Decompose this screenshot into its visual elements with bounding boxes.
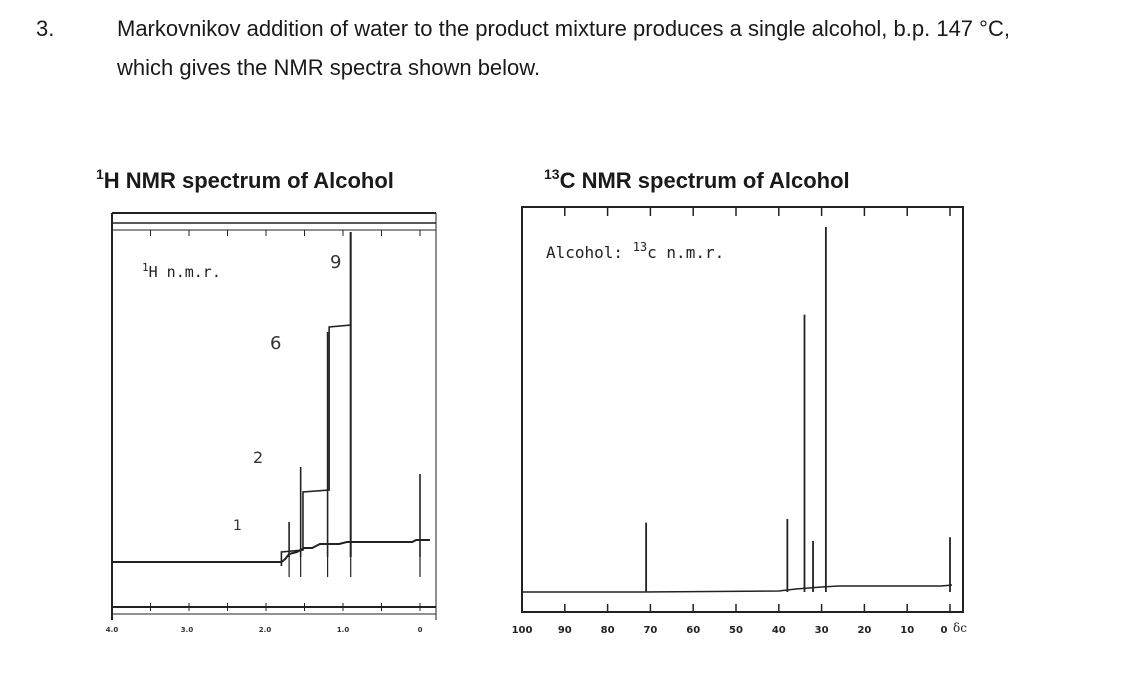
c-nmr-inset-label: Alcohol: 13c n.m.r. [546, 240, 724, 262]
h-nmr-spectrum [111, 212, 437, 620]
h-nmr-title-sup: 1 [96, 166, 104, 182]
c-nmr-title-sup: 13 [544, 166, 560, 182]
h-nmr-inset-sup: 1 [142, 261, 149, 274]
c-x-tick-label: 20 [857, 625, 871, 636]
h-annotation-6: 6 [270, 333, 281, 354]
c-x-tick-label: 70 [643, 625, 657, 636]
c-x-tick-label: 90 [558, 625, 572, 636]
h-nmr-inset-label: 1H n.m.r. [142, 261, 221, 281]
h-nmr-inset-text: H n.m.r. [149, 263, 221, 281]
question-text-line-1: Markovnikov addition of water to the pro… [117, 16, 1010, 41]
h-x-tick-label: 0 [418, 626, 423, 634]
h-nmr-x-tick-labels: 4.0 3.0 2.0 1.0 0 [106, 626, 423, 634]
h-nmr-integral-trace [280, 232, 352, 566]
h-annotation-2: 2 [253, 448, 263, 467]
c-x-tick-label: 40 [772, 625, 786, 636]
c-x-tick-label: 0 [941, 625, 948, 636]
h-annotation-1: 1 [233, 518, 242, 534]
c-nmr-inset-sup: 13 [633, 240, 647, 254]
c-nmr-frame [521, 206, 964, 613]
h-x-tick-label: 4.0 [106, 626, 119, 634]
h-nmr-bottom-ticks [111, 603, 421, 611]
c-nmr-bottom-ticks [521, 604, 951, 612]
c-x-tick-label: 100 [512, 625, 533, 636]
c-nmr-axis-unit: δc [953, 621, 967, 635]
h-nmr-trace [112, 539, 430, 563]
c-x-tick-label: 50 [729, 625, 743, 636]
question-text-line-2: which gives the NMR spectra shown below. [117, 55, 541, 80]
c-nmr-spectrum [521, 206, 964, 613]
h-nmr-title: 1H NMR spectrum of Alcohol [96, 166, 394, 194]
c-nmr-peaks [645, 227, 951, 592]
c-x-tick-label: 30 [815, 625, 829, 636]
h-nmr-title-text: H NMR spectrum of Alcohol [103, 168, 394, 193]
question-number: 3. [36, 16, 55, 41]
h-x-tick-label: 3.0 [181, 626, 194, 634]
c-nmr-title-text: C NMR spectrum of Alcohol [559, 168, 850, 193]
h-x-tick-label: 2.0 [259, 626, 272, 634]
h-nmr-peaks [288, 232, 421, 577]
c-nmr-baseline-trace [522, 584, 953, 593]
c-nmr-inset-text: c n.m.r. [647, 243, 724, 262]
c-nmr-top-ticks [521, 207, 951, 216]
c-nmr-x-tick-labels: 100 90 80 70 60 50 40 30 20 10 0 [512, 625, 948, 636]
h-nmr-top-ticks [111, 230, 421, 236]
h-x-tick-label: 1.0 [337, 626, 350, 634]
c-x-tick-label: 60 [686, 625, 700, 636]
h-annotation-9: 9 [330, 252, 341, 273]
c-x-tick-label: 80 [601, 625, 615, 636]
c-x-tick-label: 10 [900, 625, 914, 636]
c-nmr-inset-prefix: Alcohol: [546, 243, 633, 262]
c-nmr-title: 13C NMR spectrum of Alcohol [544, 166, 850, 194]
